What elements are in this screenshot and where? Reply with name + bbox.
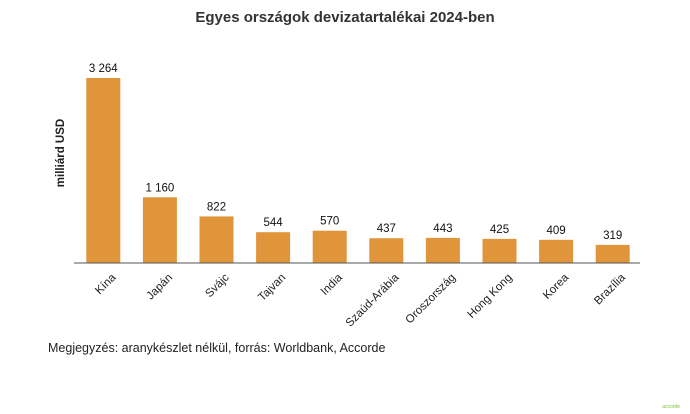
x-tick-label-3: Svájc xyxy=(203,272,232,301)
data-label-6: 437 xyxy=(377,223,396,235)
bar-10 xyxy=(595,244,630,263)
x-tick-label-1: Kína xyxy=(93,271,119,297)
brand-logo-text: accorde xyxy=(662,404,680,410)
bar-9 xyxy=(539,239,574,263)
bar-7 xyxy=(425,237,460,263)
x-tick-label-4: Tajvan xyxy=(256,272,288,304)
data-label-2: 1 160 xyxy=(146,182,175,194)
data-label-8: 425 xyxy=(490,224,509,236)
data-label-7: 443 xyxy=(433,223,452,235)
bar-8 xyxy=(482,238,517,263)
x-tick-label-5: India xyxy=(319,271,346,298)
data-label-4: 544 xyxy=(264,217,284,229)
data-label-10: 319 xyxy=(603,230,622,242)
data-label-1: 3 264 xyxy=(89,63,118,75)
bar-1 xyxy=(86,78,121,263)
data-label-3: 822 xyxy=(207,201,226,213)
x-tick-label-2: Japán xyxy=(144,272,175,303)
y-axis-label: milliárd USD xyxy=(55,119,67,187)
footnote: Megjegyzés: aranykészlet nélkül, forrás:… xyxy=(48,341,386,355)
x-tick-label-8: Hong Kong xyxy=(466,272,515,321)
data-label-5: 570 xyxy=(320,216,339,228)
x-tick-label-6: Szaúd-Arábia xyxy=(344,271,402,329)
x-tick-label-9: Korea xyxy=(541,271,572,302)
x-tick-label-10: Brazília xyxy=(592,271,628,307)
x-tick-label-7: Oroszország xyxy=(404,272,459,327)
bar-2 xyxy=(142,197,177,263)
bar-5 xyxy=(312,230,347,263)
data-label-9: 409 xyxy=(547,225,566,237)
bar-6 xyxy=(369,238,404,263)
chart-title: Egyes országok devizatartalékai 2024-ben xyxy=(195,9,495,26)
bar-3 xyxy=(199,216,234,263)
bar-4 xyxy=(256,232,291,263)
